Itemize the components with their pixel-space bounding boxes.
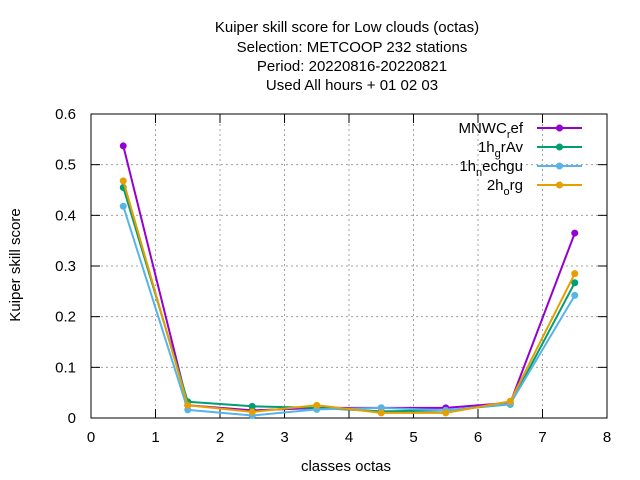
data-point — [506, 397, 514, 405]
x-axis-label: classes octas — [301, 458, 391, 475]
y-tick-label: 0.2 — [55, 309, 76, 326]
plot-frame — [90, 113, 608, 419]
x-tick-label: 1 — [151, 429, 159, 446]
legend-label: 2horg — [487, 177, 523, 198]
legend-label: 1hnechgu — [459, 158, 523, 179]
legend-marker — [556, 124, 563, 132]
grid — [91, 114, 607, 418]
y-tick-label: 0.3 — [55, 258, 76, 275]
legend-marker — [556, 143, 563, 151]
x-tick-label: 3 — [280, 429, 288, 446]
data-point — [248, 408, 256, 416]
series-line — [122, 180, 576, 414]
data-point — [571, 229, 579, 237]
data-point — [119, 177, 127, 185]
x-tick-label: 0 — [87, 429, 95, 446]
data-point — [377, 409, 385, 417]
title-line-3: Period: 20220816-20220821 — [257, 58, 447, 75]
y-tick-label: 0.6 — [55, 106, 76, 123]
title-line-1: Kuiper skill score for Low clouds (octas… — [215, 19, 479, 36]
y-tick-label: 0 — [68, 410, 76, 427]
y-tick-label: 0.5 — [55, 157, 76, 174]
x-tick-label: 2 — [216, 429, 224, 446]
x-tick-label: 7 — [538, 429, 546, 446]
data-point — [119, 202, 127, 210]
chart-title: Kuiper skill score for Low clouds (octas… — [215, 19, 479, 94]
legend-marker — [556, 181, 563, 189]
legend-entry: 1hgrAv — [478, 139, 582, 160]
legend-entry: MNWCref — [458, 120, 582, 141]
data-point — [119, 142, 127, 150]
title-line-2: Selection: METCOOP 232 stations — [237, 39, 468, 56]
data-point — [571, 291, 579, 299]
data-point — [313, 401, 321, 409]
series-layer — [119, 142, 579, 419]
legend-entry: 2horg — [487, 177, 582, 198]
data-point — [571, 270, 579, 278]
legend-marker — [556, 162, 563, 170]
legend-label: MNWCref — [458, 120, 523, 141]
y-tick-label: 0.1 — [55, 359, 76, 376]
data-point — [184, 401, 192, 409]
axes: 0 1 2 3 4 5 6 7 8 0 0.1 0.2 0.3 0.4 0.5 0.6 — [55, 106, 611, 446]
data-point — [442, 409, 450, 417]
series-2h_org — [119, 177, 579, 417]
y-axis-label: Kuiper skill score — [7, 208, 24, 321]
x-tick-label: 6 — [474, 429, 482, 446]
y-tick-label: 0.4 — [55, 207, 76, 224]
title-line-4: Used All hours + 01 02 03 — [266, 77, 438, 94]
x-tick-label: 4 — [345, 429, 353, 446]
data-point — [377, 404, 385, 412]
data-point — [571, 279, 579, 287]
x-tick-label: 8 — [603, 429, 611, 446]
x-tick-label: 5 — [409, 429, 417, 446]
data-point — [248, 402, 256, 410]
legend-entry: 1hnechgu — [459, 158, 582, 179]
legend-label: 1hgrAv — [478, 139, 524, 160]
